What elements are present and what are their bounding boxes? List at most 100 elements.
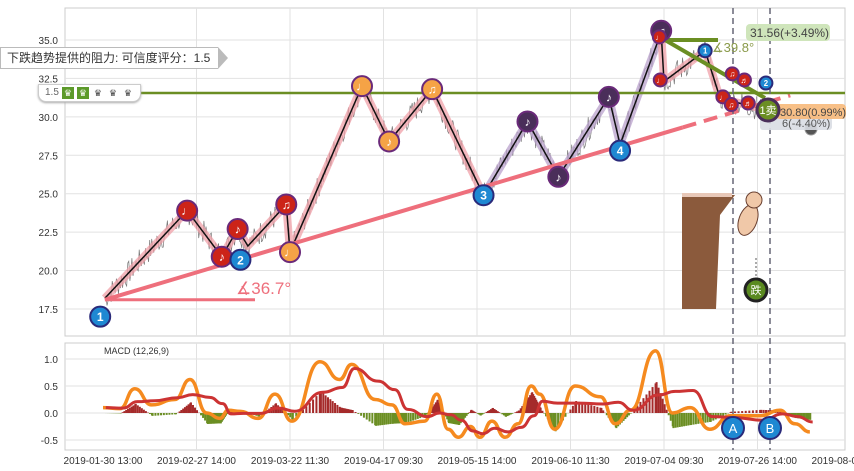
marker-label: ♪ [606,90,612,104]
macd-histogram-bar [481,413,484,415]
note-marker[interactable]: ♪ [378,130,401,153]
note-marker[interactable]: ♩ [176,199,199,222]
macd-histogram-bar [491,407,494,413]
macd-histogram-bar [362,413,365,418]
macd-histogram-bar [724,413,727,415]
x-tick-label: 2019-05-15 14:00 [438,456,517,467]
marker-label: 1 [97,310,104,324]
note-marker[interactable]: ♩ [279,241,301,264]
macd-histogram-bar [351,410,354,413]
marker-label: 2 [237,253,244,267]
marker-label: ♫ [428,83,437,97]
macd-histogram-bar [654,383,657,413]
macd-marker-a[interactable]: A [721,416,745,440]
macd-panel-border [64,342,846,451]
note-marker[interactable]: ♪ [210,245,233,268]
macd-histogram-bar [381,413,384,426]
note-marker[interactable]: ♪ [516,110,539,133]
macd-histogram-bar [318,392,321,413]
score-icon: ♛ [76,87,89,99]
macd-histogram-bar [132,405,135,413]
macd-histogram-bar [600,407,603,413]
x-tick-label: 2019-07-26 14:00 [718,456,797,467]
macd-marker-b[interactable]: B [758,416,782,440]
wave-number-marker[interactable]: 2 [229,248,252,271]
macd-histogram-bar [465,413,468,416]
note-marker[interactable]: ♪ [226,218,249,241]
macd-histogram-bar [191,405,194,413]
macd-histogram-bar [412,413,415,421]
macd-y-tick-label: 0.5 [44,382,58,393]
sell-marker[interactable]: 1卖 [755,97,781,123]
macd-histogram-bar [532,394,535,413]
macd-histogram-bar [187,404,190,413]
macd-histogram-bar [587,404,590,413]
small-marker[interactable]: ♩ [715,89,731,105]
note-marker[interactable]: ♫ [275,193,298,216]
small-marker[interactable]: ♬ [736,72,752,88]
svg-text:A: A [729,421,738,436]
macd-histogram-bar [461,413,464,422]
macd-histogram-bar [209,413,212,424]
macd-histogram-bar [134,403,137,413]
macd-histogram-bar [342,408,345,413]
wave-number-marker[interactable]: 4 [609,139,632,162]
macd-histogram-bar [602,410,605,413]
small-marker[interactable]: ♩ [651,29,667,45]
macd-histogram-bar [495,410,498,413]
macd-histogram-bar [751,410,754,413]
small-marker[interactable]: 1 [697,43,713,59]
y-tick-label: 30.0 [39,113,59,124]
macd-histogram-bar [326,397,329,413]
macd-histogram-bar [674,413,677,428]
small-marker[interactable]: ♫ [723,97,739,113]
macd-histogram-bar [431,406,434,413]
macd-histogram-bar [690,413,693,425]
wave-number-marker[interactable]: 3 [472,184,495,207]
macd-histogram-bar [584,403,587,413]
note-marker[interactable]: ♫ [421,78,444,101]
small-marker[interactable]: ♬ [740,95,756,111]
target-labels: 6(-4.40%) 30.80(0.99%) [760,104,846,130]
macd-histogram-bar [206,413,209,424]
note-marker[interactable]: ♪ [547,165,570,188]
macd-histogram-bar [501,413,504,415]
macd-panel [102,349,813,440]
macd-histogram-bar [593,406,596,413]
marker-circle [597,85,620,108]
macd-histogram-bar [345,408,348,413]
macd-histogram-bar [162,413,165,416]
macd-histogram-bar [202,413,205,418]
note-marker[interactable]: ♩ [350,75,373,98]
macd-histogram-bar [683,413,686,427]
marker-label: ♪ [555,170,561,184]
marker-label: ♬ [744,99,752,108]
wave-number-marker[interactable]: 1 [89,305,112,328]
macd-histogram-bar [165,413,168,415]
macd-histogram-bar [154,413,157,416]
macd-histogram-bar [617,413,620,427]
macd-histogram-bar [502,413,505,416]
note-marker[interactable]: ♪ [597,85,620,108]
marker-label: ♩ [356,80,368,94]
macd-histogram-bar [805,413,808,420]
macd-histogram-bar [211,413,214,424]
small-marker[interactable]: 2 [758,75,774,91]
macd-histogram-bar [807,413,810,420]
macd-histogram-bar [204,413,207,421]
macd-histogram-bar [569,409,572,413]
marker-circle [279,241,301,264]
macd-histogram-bar [377,413,380,426]
marker-label: ♩ [656,76,664,85]
small-marker[interactable]: ♩ [652,72,668,88]
macd-histogram-bar [121,412,124,413]
fall-marker[interactable]: 跌 [743,277,769,303]
macd-histogram-bar [136,405,139,413]
credibility-score[interactable]: 1.5 ♛ ♛ ♛ ♛ ♛ [38,84,141,102]
svg-text:31.56(+3.49%): 31.56(+3.49%) [750,26,829,40]
small-marker[interactable]: ♫ [724,66,740,82]
macd-histogram-bar [464,413,467,418]
x-tick-label: 2019-03-22 11:30 [251,456,330,467]
